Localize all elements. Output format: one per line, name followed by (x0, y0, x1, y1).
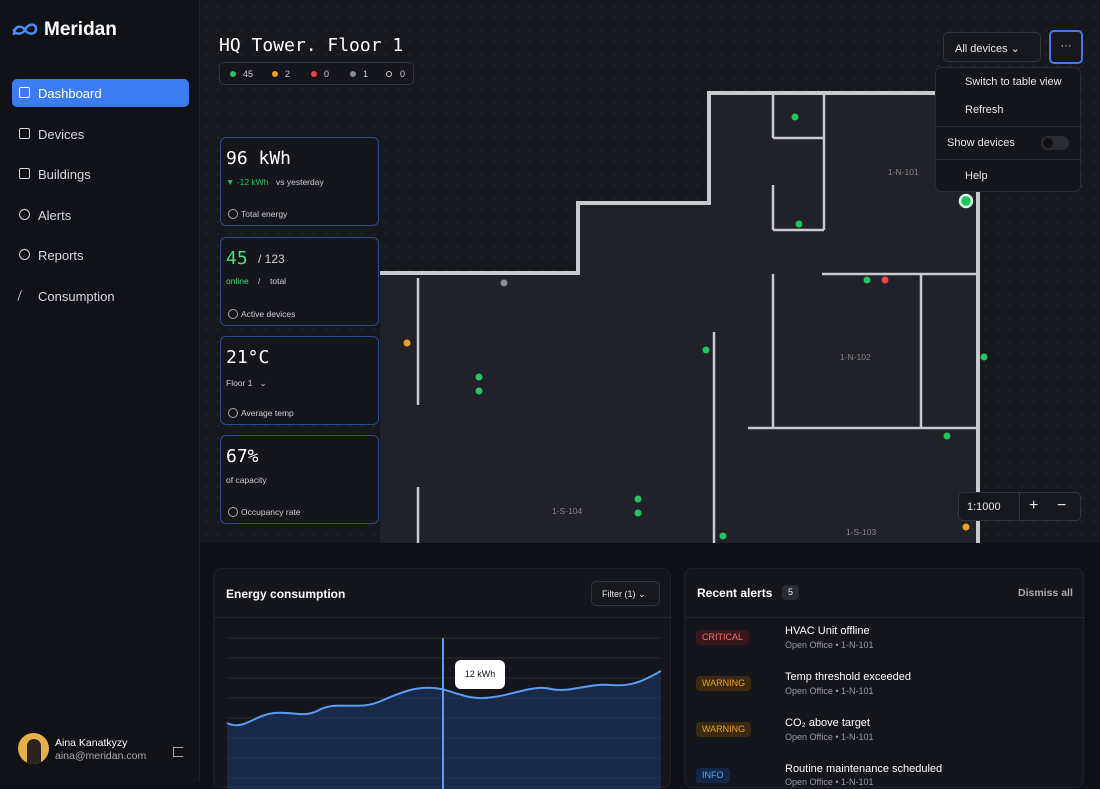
card-value: 96 kWh (226, 148, 292, 169)
card-online: online (226, 276, 249, 286)
delta: -12 kWh (236, 177, 269, 187)
more-button[interactable]: ··· (1049, 30, 1083, 64)
map-scale: 1:1000 (967, 501, 1001, 513)
card-value: 21°C (226, 347, 270, 368)
card-sep: / (258, 276, 261, 286)
brand-logo (12, 23, 38, 36)
stat-card: 67% of capacity Occupancy rate (220, 435, 379, 524)
card-total: / 123 (258, 252, 285, 266)
filter-label: Filter (1) (602, 589, 636, 599)
floor-plan (380, 91, 988, 543)
nav-item[interactable]: Buildings (12, 160, 189, 188)
devices (403, 113, 988, 540)
stat-card: 21°C Floor 1 ⌄ Average temp (220, 336, 379, 425)
alert-location: Open Office • 1-N-101 (785, 640, 874, 650)
card-floor[interactable]: Floor 1 ⌄ (226, 378, 267, 388)
avatar (18, 733, 49, 764)
filter-button[interactable]: Filter (1) ⌄ (591, 581, 660, 606)
menu-item[interactable]: Refresh (965, 104, 1004, 116)
dropdown-menu (935, 67, 1082, 192)
nav-item[interactable]: Consumption (12, 282, 189, 310)
toggle[interactable] (1041, 136, 1069, 150)
filter-label: All devices (955, 43, 1008, 55)
nav-label: Alerts (38, 208, 72, 223)
nav-label: Dashboard (38, 86, 102, 101)
alert-count: 5 (782, 585, 799, 600)
floor: Floor 1 (226, 378, 253, 388)
alert-title[interactable]: Routine maintenance scheduled (785, 763, 943, 775)
energy-panel: Energy consumption Filter (1) ⌄ 12 kWh (213, 568, 672, 789)
user-name: Aina Kanatkyzy (55, 737, 128, 749)
card-note: of capacity (226, 475, 267, 485)
status-count: 2 (285, 69, 291, 79)
card-total-label: total (270, 276, 287, 286)
status-summary: 45 2 0 1 0 (219, 62, 414, 85)
device-filter[interactable]: All devices ⌄ (943, 32, 1041, 62)
nav-label: Buildings (38, 167, 91, 182)
room-label: 1-S-104 (552, 506, 583, 516)
nav-label: Devices (38, 127, 85, 142)
nav-item[interactable]: Devices (12, 120, 189, 148)
nav-item[interactable]: Dashboard (12, 79, 189, 107)
dismiss-all[interactable]: Dismiss all (1018, 587, 1073, 599)
room-label: 1-N-102 (840, 352, 871, 362)
alert-title[interactable]: Temp threshold exceeded (785, 671, 911, 683)
page-title: HQ Tower. Floor 1 (219, 35, 404, 56)
alert-level: WARNING (696, 676, 752, 691)
nav-label: Consumption (38, 289, 115, 304)
alert-level: CRITICAL (696, 630, 750, 645)
nav-label: Reports (38, 248, 84, 263)
tooltip: 12 kWh (455, 660, 505, 689)
card-delta: ▼ -12 kWh (226, 177, 269, 187)
card-value: 67% (226, 446, 259, 467)
alert-level: INFO (696, 768, 730, 783)
status-count: 1 (363, 69, 369, 79)
stat-card: 96 kWh ▼ -12 kWh vs yesterday Total ener… (220, 137, 379, 226)
zoom-in[interactable]: + (1029, 497, 1039, 514)
energy-chart (226, 637, 662, 789)
card-label: Average temp (228, 408, 294, 418)
room-label: 1-N-101 (888, 167, 919, 177)
alert-location: Open Office • 1-N-101 (785, 686, 874, 696)
user-email: aina@meridan.com (55, 750, 147, 762)
panel-title: Energy consumption (226, 587, 346, 601)
stat-card: 45 / 123 online / total Active devices (220, 237, 379, 326)
zoom-out[interactable]: − (1057, 497, 1067, 514)
status-count: 45 (243, 69, 254, 79)
room-label: 1-S-103 (846, 527, 877, 537)
status-count: 0 (400, 69, 406, 79)
card-note: vs yesterday (276, 177, 324, 187)
alert-level: WARNING (696, 722, 752, 737)
alert-location: Open Office • 1-N-101 (785, 777, 874, 787)
nav-item[interactable]: Reports (12, 241, 189, 269)
sidebar: Meridan Dashboard Devices Buildings Aler… (0, 0, 200, 782)
menu-item[interactable]: Switch to table view (965, 76, 1062, 88)
nav-item[interactable]: Alerts (12, 201, 189, 229)
card-label: Occupancy rate (228, 507, 301, 517)
menu-item[interactable]: Show devices (947, 137, 1015, 149)
brand: Meridan (44, 19, 117, 40)
logout[interactable] (173, 747, 183, 757)
alert-title[interactable]: CO₂ above target (785, 717, 870, 729)
alert-title[interactable]: HVAC Unit offline (785, 625, 870, 637)
menu-item[interactable]: Help (965, 170, 988, 182)
card-label: Active devices (227, 309, 296, 319)
status-count: 0 (324, 69, 330, 79)
panel-title: Recent alerts (697, 586, 773, 600)
card-label: Total energy (227, 209, 288, 219)
alert-location: Open Office • 1-N-101 (785, 732, 874, 742)
card-value: 45 (226, 248, 248, 269)
zoom-control: 1:1000 + − (958, 492, 1081, 521)
